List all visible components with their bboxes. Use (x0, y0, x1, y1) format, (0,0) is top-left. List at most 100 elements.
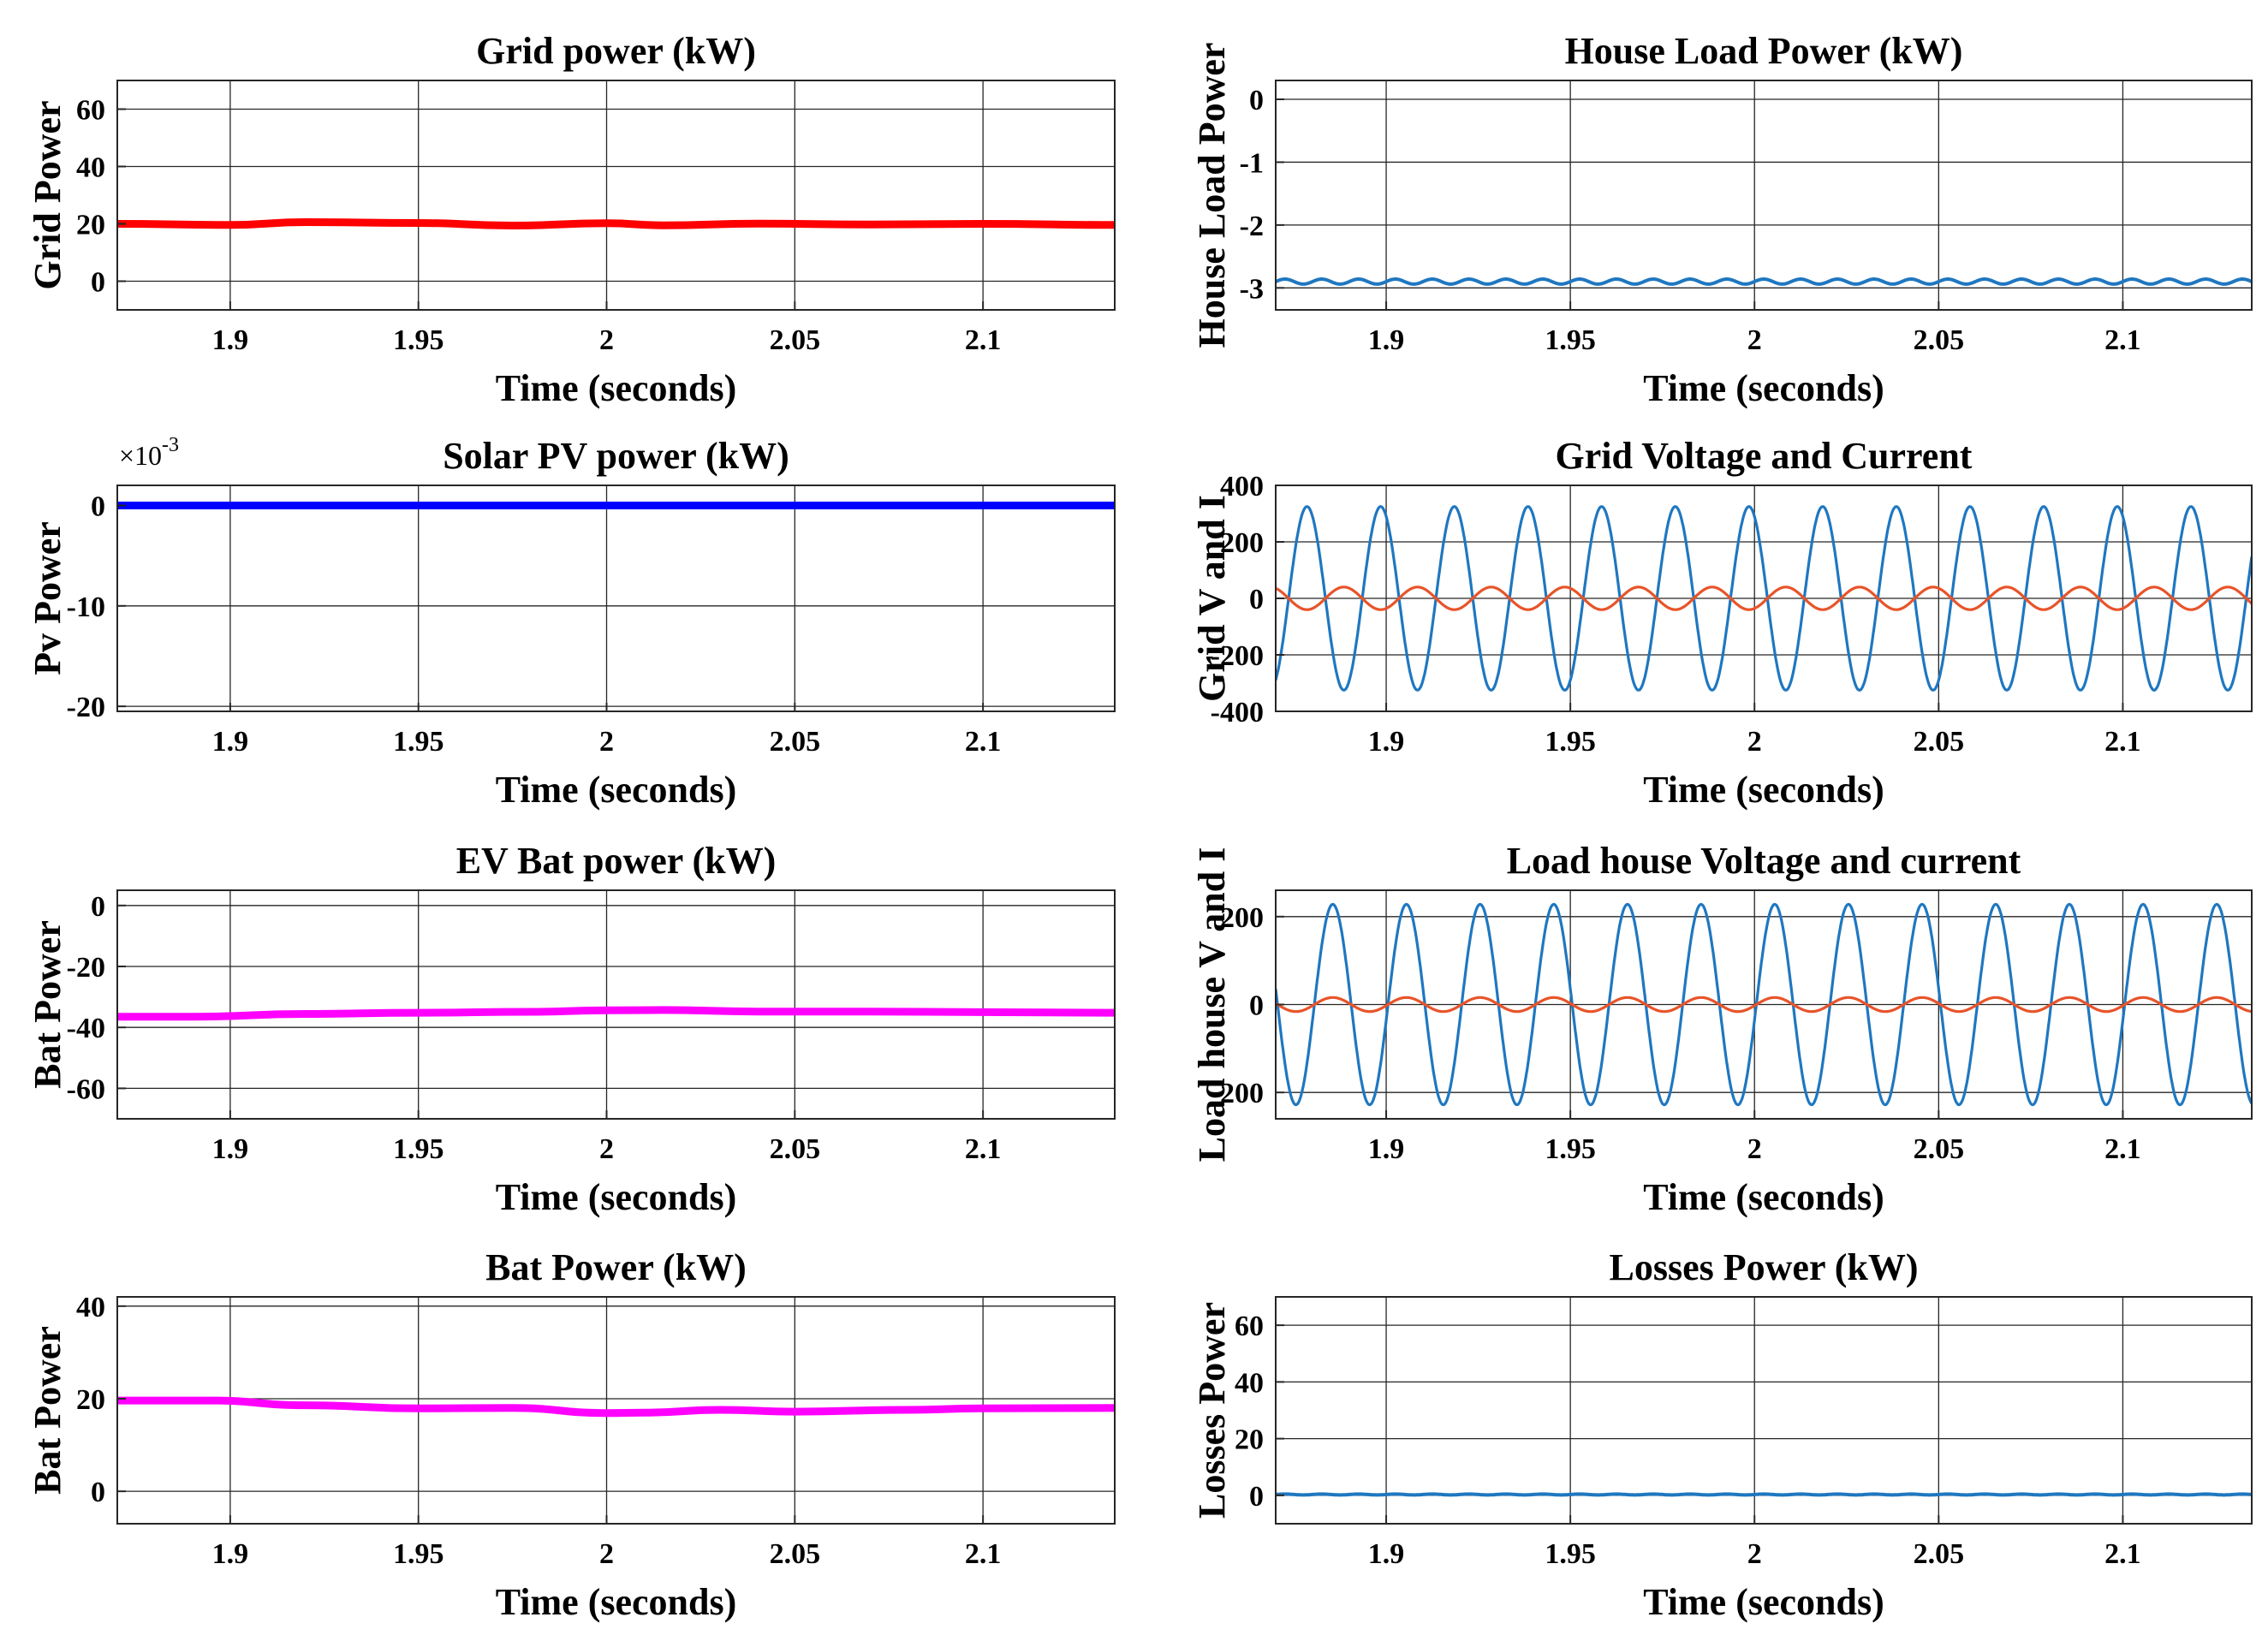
y-tick-label: -1 (1240, 147, 1264, 179)
x-tick-label: 1.95 (1545, 726, 1596, 758)
y-axis-label: Losses Power (1191, 1302, 1233, 1519)
x-tick-label: 1.9 (1368, 324, 1405, 356)
y-tick-label: -10 (67, 592, 105, 623)
x-tick-label: 2.1 (965, 1133, 1002, 1165)
series-line-1 (117, 1006, 1115, 1021)
x-tick-label: 2.1 (2104, 1133, 2141, 1165)
y-tick-label: -3 (1240, 273, 1264, 305)
y-tick-label: -200 (1211, 1078, 1264, 1109)
y-tick-label: 0 (91, 267, 105, 299)
x-tick-label: 2.05 (1914, 726, 1965, 758)
x-tick-label: 1.9 (212, 1538, 249, 1570)
x-tick-label: 1.9 (212, 726, 249, 758)
y-tick-label: 40 (76, 152, 105, 184)
x-axis-label: Time (seconds) (496, 769, 737, 811)
x-tick-label: 2.05 (770, 1133, 821, 1165)
plot-frame (116, 889, 1116, 1120)
y-tick-label: -20 (67, 952, 105, 984)
x-tick-label: 2.1 (965, 1538, 1002, 1570)
y-axis-label: Pv Power (27, 521, 68, 675)
x-axis-label: Time (seconds) (1643, 1176, 1884, 1218)
x-axis-label: Time (seconds) (1643, 769, 1884, 811)
x-tick-label: 2 (599, 726, 614, 758)
y-tick-label: -40 (67, 1013, 105, 1044)
chart-panel-2: 1.9 1.95 2 2.05 2.1 -3 -2 -1 0 House Load Power (… (1191, 30, 2253, 409)
x-tick-label: 2.05 (1914, 1133, 1965, 1165)
y-tick-label: 40 (76, 1292, 105, 1323)
chart-title: Grid Voltage and Current (1556, 435, 1973, 477)
x-tick-label: 1.9 (1368, 726, 1405, 758)
x-tick-label: 1.95 (393, 1538, 444, 1570)
y-axis-label: Load house V and I (1191, 847, 1233, 1162)
chart-title: Losses Power (kW) (1610, 1246, 1919, 1288)
y-axis-label: House Load Power (1191, 43, 1233, 348)
x-axis-label: Time (seconds) (496, 1176, 737, 1218)
multiplier-base: ×10 (119, 440, 162, 471)
y-tick-label: 200 (1220, 902, 1264, 934)
series-line-1 (117, 1396, 1115, 1418)
x-tick-label: 1.9 (1368, 1538, 1405, 1570)
x-axis-label: Time (seconds) (496, 367, 737, 409)
x-tick-label: 2 (1747, 1133, 1762, 1165)
plot-area (116, 80, 1116, 311)
y-tick-label: 20 (76, 210, 105, 241)
x-tick-label: 1.95 (393, 324, 444, 356)
y-tick-label: 0 (1249, 990, 1264, 1022)
x-tick-label: 2.05 (1914, 324, 1965, 356)
y-axis-label: Grid V and I (1191, 495, 1233, 702)
plot-frame (116, 485, 1116, 712)
x-tick-label: 1.95 (393, 726, 444, 758)
x-tick-label: 2.1 (965, 726, 1002, 758)
x-tick-label: 1.95 (1545, 1538, 1596, 1570)
x-tick-label: 2.1 (2104, 1538, 2141, 1570)
y-tick-label: 0 (91, 1477, 105, 1508)
chart-panel-8: 1.9 1.95 2 2.05 2.1 0 20 40 60 Losses Power (kW) T… (1191, 1246, 2253, 1623)
chart-panel-5: 1.9 1.95 2 2.05 2.1 -60 -40 -20 0 EV Bat power (k… (27, 840, 1116, 1218)
y-tick-label: 0 (1249, 1481, 1264, 1513)
chart-panel-3: 1.9 1.95 2 2.05 2.1 -20 -10 0 Solar PV power (kW… (27, 434, 1116, 811)
x-tick-label: 2 (599, 1538, 614, 1570)
x-tick-label: 1.95 (1545, 324, 1596, 356)
plot-area (116, 889, 1116, 1120)
plot-area (1275, 80, 2253, 311)
series-line-2 (1276, 586, 2252, 611)
x-tick-label: 2.1 (2104, 324, 2141, 356)
y-tick-label: 0 (91, 891, 105, 923)
chart-title: Load house Voltage and current (1507, 840, 2021, 882)
y-tick-label: 0 (1249, 584, 1264, 615)
series-line-2 (1276, 996, 2252, 1014)
series-line-1 (1276, 276, 2252, 286)
y-tick-label: 20 (1235, 1424, 1264, 1456)
series-line-1 (1276, 1492, 2252, 1497)
y-axis-label: Bat Power (27, 920, 68, 1089)
x-tick-label: 1.95 (1545, 1133, 1596, 1165)
chart-title: Bat Power (kW) (485, 1246, 747, 1288)
x-tick-label: 2 (1747, 726, 1762, 758)
chart-title: House Load Power (kW) (1565, 30, 1963, 72)
chart-title: EV Bat power (kW) (456, 840, 777, 882)
series-line-1 (1276, 902, 2252, 1107)
x-tick-label: 2 (1747, 1538, 1762, 1570)
plot-frame (116, 1296, 1116, 1525)
chart-panel-1: 1.9 1.95 2 2.05 2.1 0 20 40 60 Grid power (kW) Tim… (27, 30, 1116, 409)
y-axis-label: Bat Power (27, 1326, 68, 1495)
x-tick-label: 1.9 (1368, 1133, 1405, 1165)
y-tick-label: 20 (76, 1384, 105, 1416)
x-tick-label: 2 (599, 324, 614, 356)
x-tick-label: 1.9 (212, 1133, 249, 1165)
y-tick-label: 400 (1220, 471, 1264, 502)
y-tick-label: 0 (1249, 85, 1264, 116)
chart-panel-4: 1.9 1.95 2 2.05 2.1 -400 -200 0 200 400 Grid Volta… (1191, 435, 2253, 811)
axis-multiplier: ×10-3 (119, 434, 179, 471)
x-tick-label: 2 (1747, 324, 1762, 356)
plot-frame (1275, 1296, 2253, 1525)
x-tick-label: 2.05 (770, 726, 821, 758)
x-axis-label: Time (seconds) (496, 1581, 737, 1623)
x-tick-label: 2 (599, 1133, 614, 1165)
plot-frame (116, 80, 1116, 311)
chart-title: Grid power (kW) (476, 30, 756, 72)
y-tick-label: 200 (1220, 527, 1264, 559)
x-tick-label: 2.1 (2104, 726, 2141, 758)
y-tick-label: 60 (76, 95, 105, 127)
